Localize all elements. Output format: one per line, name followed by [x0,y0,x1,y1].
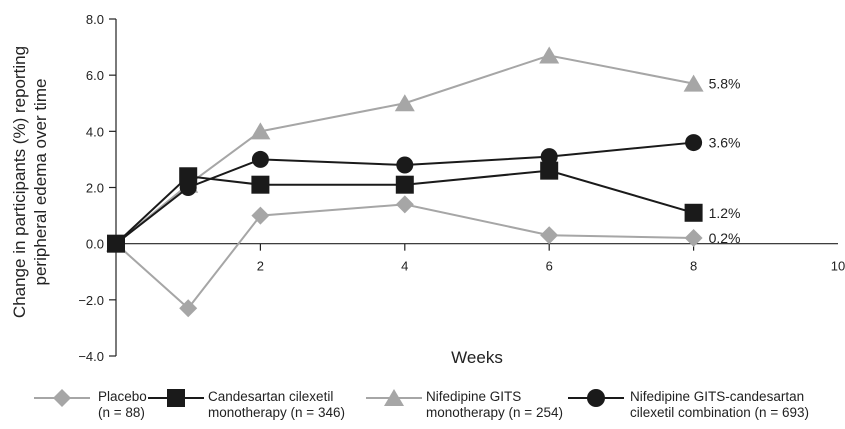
data-point-circle [107,235,125,253]
data-point-diamond [251,206,270,225]
legend-label-candesartan: Candesartan cilexetil [208,389,334,404]
legend-label-nifedipine: Nifedipine GITS [426,389,522,404]
data-point-diamond [179,299,198,318]
data-point-triangle [539,46,560,64]
data-point-diamond [540,226,559,245]
legend-n-placebo: (n = 88) [98,405,145,420]
legend-n-candesartan: monotherapy (n = 346) [208,405,345,420]
y-tick-label: 0.0 [86,237,104,252]
y-axis-title-line-2: peripheral edema over time [31,78,50,286]
x-tick-label: 4 [401,259,408,274]
series-line-triangle [115,54,694,245]
legend-n-combination: cilexetil combination (n = 693) [630,405,809,420]
legend: Placebo (n = 88) Candesartan cilexetil m… [0,385,845,429]
y-tick-label: 8.0 [86,12,104,27]
labels-group: 0.2% 5.8% 1.2% 3.6% [709,76,741,246]
axes: −4.0 −2.0 0.0 2.0 4.0 6.0 8.0 2 4 6 8 10 Weeks [78,12,845,367]
legend-n-nifedipine: monotherapy (n = 254) [426,405,563,420]
end-label-square: 1.2% [709,205,741,221]
y-tick-label: 2.0 [86,181,104,196]
legend-symbol-square [148,389,204,407]
data-point-diamond [395,195,414,214]
y-axis-title: Change in participants (%) reporting per… [0,0,60,360]
series-line-square [115,169,694,245]
legend-symbol-triangle [366,389,422,406]
series-group [106,46,704,318]
legend-label-combination: Nifedipine GITS-candesartan [630,389,805,404]
data-point-circle [685,134,703,152]
y-tick-label: 4.0 [86,124,104,139]
x-tick-label: 6 [546,259,553,274]
data-point-circle [179,179,197,196]
data-point-circle [396,156,414,174]
data-point-square [684,203,703,222]
end-label-triangle: 5.8% [709,76,741,92]
data-point-square [540,161,559,180]
data-point-triangle [250,122,271,140]
x-axis-title: Weeks [451,348,503,367]
end-label-diamond: 0.2% [709,230,741,246]
legend-symbol-diamond [34,389,90,407]
x-tick-label: 2 [257,259,264,274]
series-line-circle [115,141,694,245]
data-point-triangle [394,94,415,112]
y-tick-label: −2.0 [78,293,104,308]
x-tick-label: 10 [831,259,845,274]
y-tick-label: 6.0 [86,68,104,83]
y-tick-label: −4.0 [78,349,104,364]
legend-label-placebo: Placebo [98,389,147,404]
data-point-square [395,175,414,194]
y-axis-title-line-1: Change in participants (%) reporting [10,45,29,319]
data-point-circle [251,150,269,168]
end-label-circle: 3.6% [709,135,741,151]
data-point-circle [540,148,558,166]
legend-symbol-circle [568,389,624,407]
chart: −4.0 −2.0 0.0 2.0 4.0 6.0 8.0 2 4 6 8 10 Weeks 0.2% 5… [78,12,845,367]
series-line-diamond [115,203,694,310]
x-tick-label: 8 [690,259,697,274]
data-point-diamond [684,229,703,248]
data-point-square [251,175,270,194]
data-point-triangle [683,74,704,92]
